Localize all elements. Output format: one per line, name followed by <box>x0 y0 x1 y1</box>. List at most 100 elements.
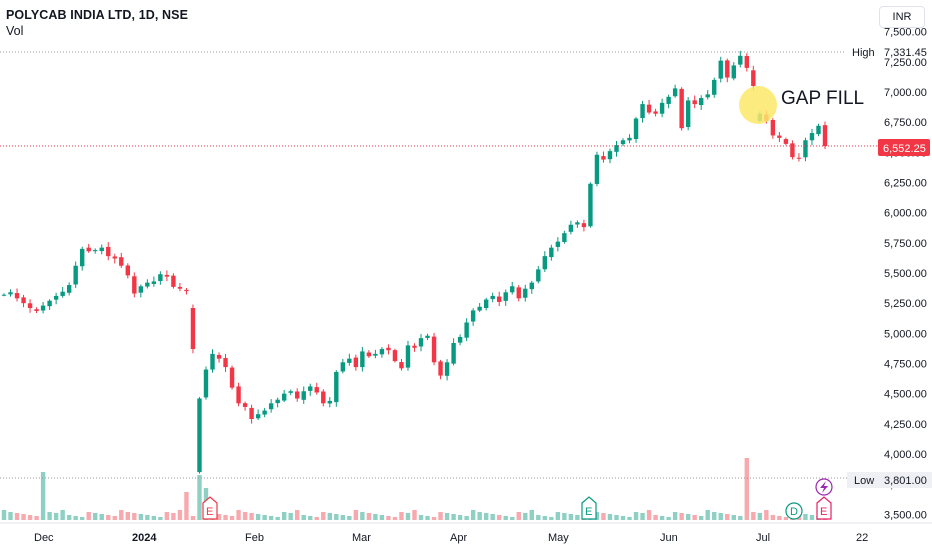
candle-body <box>672 88 678 97</box>
candle-body <box>542 256 548 270</box>
volume-bar <box>353 510 359 520</box>
currency-button[interactable]: INR <box>879 6 925 28</box>
volume-bar <box>360 512 365 520</box>
volume-bar <box>242 512 248 520</box>
volume-bar <box>268 516 274 520</box>
x-label-2024: 2024 <box>132 532 157 544</box>
candle-body <box>112 256 117 259</box>
dividend-marker[interactable]: D <box>785 502 803 520</box>
volume-bar <box>229 516 235 520</box>
candle-body <box>190 307 196 350</box>
volume-bar <box>646 510 652 520</box>
last-price-marker: 6,552.25 <box>878 139 930 156</box>
price-scale[interactable] <box>877 30 932 520</box>
candle-body <box>93 250 98 252</box>
candle-body <box>575 222 580 225</box>
volume-label: Vol <box>6 24 24 38</box>
volume-bar <box>321 512 326 520</box>
volume-bar <box>607 514 613 520</box>
volume-bar <box>308 516 313 520</box>
volume-bar <box>477 512 482 520</box>
volume-bar <box>692 515 697 520</box>
candle-body <box>451 342 456 364</box>
x-label-jun: Jun <box>660 532 678 544</box>
time-axis[interactable]: Dec 2024 Feb Mar Apr May Jun Jul 22 <box>0 522 932 544</box>
volume-bars <box>1 458 828 520</box>
volume-bar <box>451 514 456 520</box>
candle-body <box>477 306 482 311</box>
candle-body <box>216 354 222 359</box>
candle-body <box>164 274 170 277</box>
volume-bar <box>53 513 59 520</box>
y-tick-label: 6,000.00 <box>884 208 927 220</box>
low-label: Low <box>854 475 874 487</box>
candle-body <box>242 403 248 407</box>
candle-body <box>1 294 7 296</box>
volume-bar <box>529 510 534 520</box>
candle-body <box>744 56 750 68</box>
volume-bar <box>412 510 417 520</box>
split-marker[interactable] <box>815 478 833 496</box>
candle-body <box>751 70 756 86</box>
volume-bar <box>712 512 717 520</box>
volume-bar <box>132 513 137 520</box>
candle-body <box>620 140 626 145</box>
candle-body <box>288 391 293 393</box>
x-label-feb: Feb <box>245 532 264 544</box>
volume-bar <box>425 516 430 520</box>
y-tick-label: 4,500.00 <box>884 389 927 401</box>
candle-body <box>210 353 215 370</box>
candle-body <box>790 143 795 158</box>
volume-bar <box>197 475 202 520</box>
volume-bar <box>14 513 20 520</box>
candle-body <box>86 247 91 252</box>
candle-body <box>321 391 326 404</box>
candle-body <box>770 119 776 136</box>
candle-body <box>659 102 665 114</box>
candle-body <box>132 276 137 294</box>
volume-bar <box>516 512 521 520</box>
candle-body <box>679 88 684 129</box>
volume-bar <box>770 515 776 520</box>
candle-body <box>523 288 528 298</box>
earnings-marker-jul[interactable]: E <box>816 496 832 520</box>
candle-body <box>66 285 72 293</box>
volume-bar <box>1 510 7 520</box>
candle-body <box>379 349 385 355</box>
candle-body <box>106 246 111 257</box>
candle-body <box>392 350 398 362</box>
candle-body <box>640 104 645 119</box>
x-label-jul: Jul <box>756 532 770 544</box>
volume-bar <box>803 514 808 520</box>
candle-body <box>627 137 632 141</box>
volume-bar <box>216 514 222 520</box>
volume-bar <box>249 513 254 520</box>
volume-bar <box>575 515 580 520</box>
candle-body <box>607 151 613 160</box>
volume-bar <box>698 516 704 520</box>
volume-bar <box>373 514 378 520</box>
earnings-marker-jan[interactable]: E <box>202 496 218 520</box>
earnings-marker-may[interactable]: E <box>581 496 597 520</box>
volume-bar <box>497 515 502 520</box>
candle-body <box>549 247 554 258</box>
symbol-title[interactable]: POLYCAB INDIA LTD, 1D, NSE <box>6 8 189 22</box>
volume-bar <box>21 514 26 520</box>
volume-bar <box>164 512 170 520</box>
candle-body <box>184 289 189 292</box>
volume-bar <box>470 510 476 520</box>
volume-bar <box>620 516 626 520</box>
earnings-label: E <box>820 506 827 518</box>
candle-body <box>822 125 828 147</box>
candle-body <box>483 299 489 308</box>
dividend-label: D <box>790 506 798 518</box>
volume-bar <box>536 515 541 520</box>
candle-body <box>418 338 424 347</box>
volume-bar <box>40 472 46 520</box>
candle-body <box>158 274 163 282</box>
volume-bar <box>718 513 723 520</box>
candle-body <box>516 287 521 299</box>
y-tick-label: 5,750.00 <box>884 238 927 250</box>
volume-bar <box>177 510 183 520</box>
